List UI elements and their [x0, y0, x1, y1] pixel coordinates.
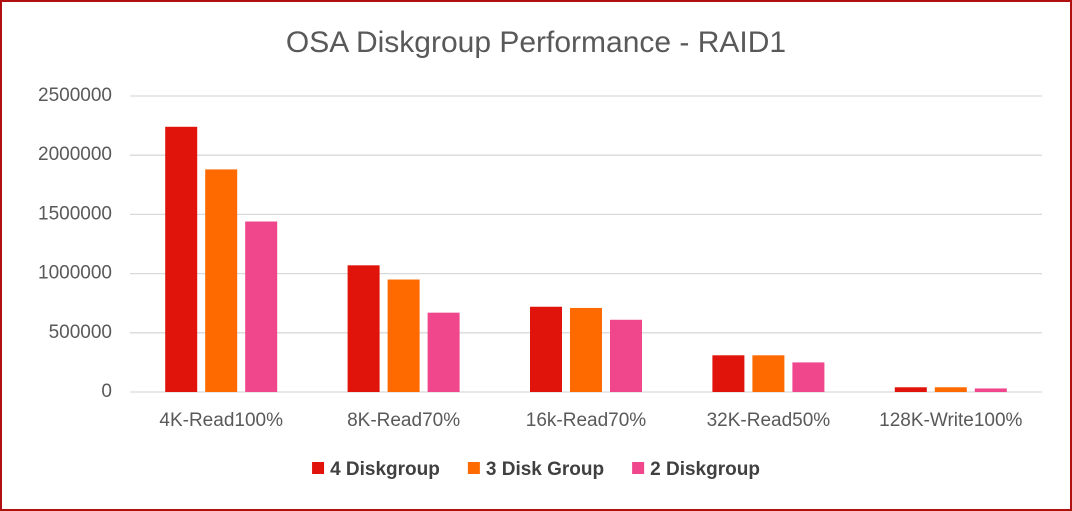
bar — [245, 221, 278, 392]
legend-label: 3 Disk Group — [486, 459, 604, 480]
legend-label: 2 Diskgroup — [650, 459, 760, 480]
y-tick-label: 2000000 — [38, 144, 112, 165]
x-tick-label: 32K-Read50% — [707, 410, 831, 431]
y-tick-label: 1500000 — [38, 203, 112, 224]
bar — [427, 312, 460, 392]
bar — [570, 307, 602, 392]
x-tick-label: 8K-Read70% — [347, 410, 460, 431]
legend-swatch — [312, 462, 325, 474]
legend-label: 4 Diskgroup — [330, 459, 440, 480]
bar — [934, 387, 967, 392]
y-tick-label: 0 — [101, 381, 112, 402]
chart-title: OSA Diskgroup Performance - RAID1 — [286, 26, 786, 59]
legend-swatch — [467, 462, 480, 474]
bar — [347, 265, 380, 392]
bar — [530, 306, 562, 392]
bar — [752, 355, 785, 392]
bar — [610, 319, 642, 392]
x-tick-label: 128K-Write100% — [879, 410, 1022, 431]
bar — [712, 355, 745, 392]
bar — [792, 362, 825, 392]
bar — [205, 169, 238, 392]
bar — [165, 126, 198, 392]
y-tick-label: 1000000 — [38, 263, 112, 284]
x-tick-label: 16k-Read70% — [526, 410, 647, 431]
x-tick-label: 4K-Read100% — [159, 410, 283, 431]
legend-swatch — [632, 462, 645, 474]
bar — [974, 388, 1007, 392]
y-tick-label: 500000 — [49, 322, 112, 343]
bar — [387, 279, 420, 392]
y-tick-label: 2500000 — [38, 85, 112, 106]
bar — [894, 387, 927, 392]
